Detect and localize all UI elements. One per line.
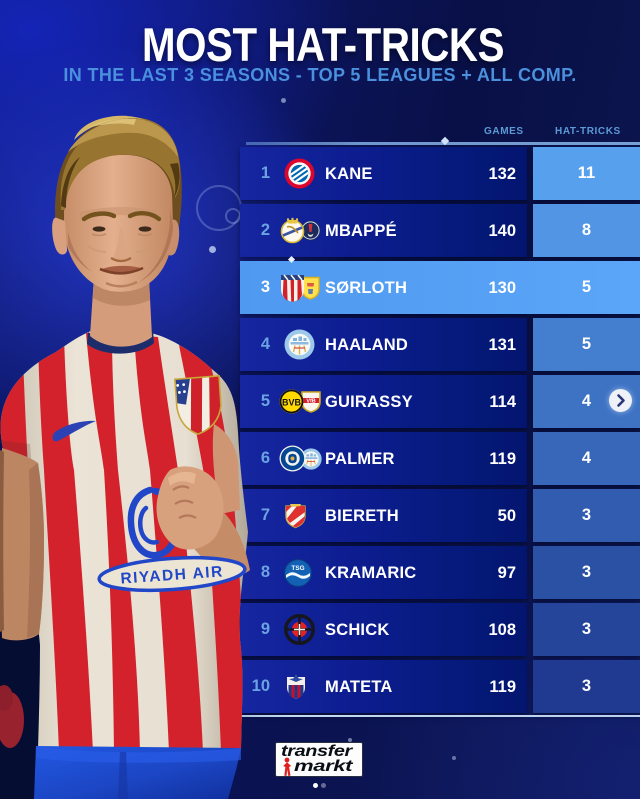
svg-text:VfB: VfB — [306, 399, 315, 405]
svg-text:BVB: BVB — [282, 398, 302, 408]
svg-text:TSG: TSG — [291, 565, 304, 572]
